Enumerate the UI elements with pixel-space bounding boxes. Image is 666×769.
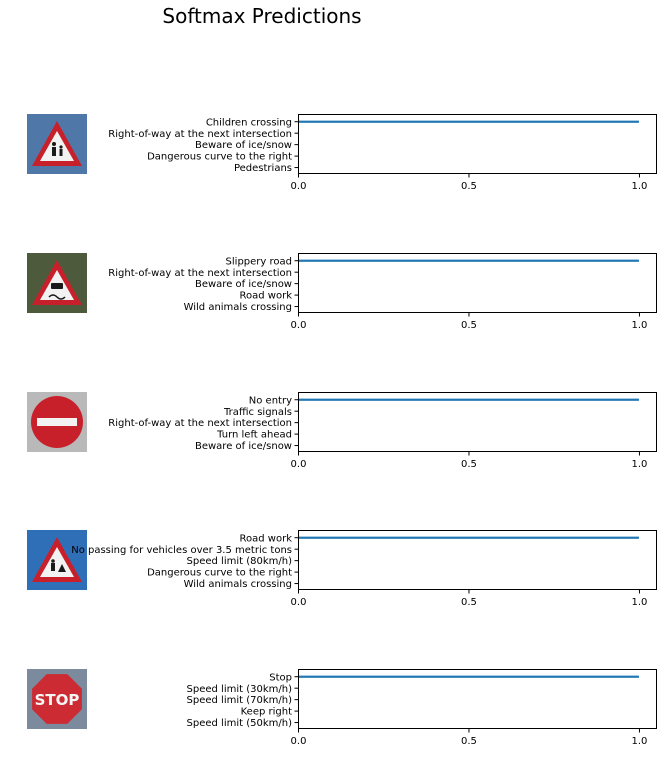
- x-tick-label: 0.0: [291, 320, 307, 331]
- axes-frame: [298, 253, 657, 313]
- category-label: Keep right: [241, 707, 292, 718]
- category-label: Slippery road: [226, 256, 292, 267]
- x-tick-label: 1.0: [631, 320, 647, 331]
- road-work-sign-icon: [27, 530, 87, 590]
- x-tick-label: 1.0: [631, 597, 647, 608]
- category-label: Wild animals crossing: [184, 302, 292, 313]
- slippery-road-sign-icon: [27, 253, 87, 313]
- x-tick-label: 1.0: [631, 459, 647, 470]
- axes-frame: [298, 114, 657, 174]
- category-label: Road work: [240, 291, 293, 302]
- category-label: Beware of ice/snow: [195, 140, 292, 151]
- axes-frame: [298, 530, 657, 590]
- prediction-panel: Road work No passing for vehicles over 3.…: [0, 530, 666, 630]
- prediction-panel: STOP Stop Speed limit (30km/h) Speed limit …: [0, 669, 666, 769]
- probability-bar: [298, 398, 639, 401]
- prediction-panel: No entry Traffic signals Right-of-way at t…: [0, 392, 666, 492]
- figure-title: Softmax Predictions: [162, 4, 362, 28]
- prediction-panel: Children crossing Right-of-way at the nex…: [0, 114, 666, 214]
- probability-bar: [298, 536, 639, 539]
- stop-sign-text: STOP: [35, 691, 80, 709]
- category-label: Children crossing: [206, 117, 292, 128]
- category-label: Pedestrians: [234, 163, 292, 174]
- category-label: Beware of ice/snow: [195, 441, 292, 452]
- axes-frame: [298, 392, 657, 452]
- category-label: Stop: [269, 672, 292, 683]
- category-label: Dangerous curve to the right: [147, 152, 292, 163]
- category-label: Beware of ice/snow: [195, 279, 292, 290]
- category-label: Road work: [240, 533, 293, 544]
- x-tick-label: 0.0: [291, 181, 307, 192]
- no-entry-sign-icon: [27, 392, 87, 452]
- category-label: Speed limit (30km/h): [187, 684, 293, 695]
- x-tick-label: 0.0: [291, 597, 307, 608]
- category-label: Turn left ahead: [216, 430, 292, 441]
- probability-bar: [298, 675, 639, 678]
- children-crossing-sign-icon: [27, 114, 87, 174]
- x-tick-label: 0.5: [461, 597, 477, 608]
- axes-frame: [298, 669, 657, 729]
- category-label: Wild animals crossing: [184, 579, 292, 590]
- probability-bar: [298, 120, 639, 123]
- prediction-panel: Slippery road Right-of-way at the next in…: [0, 253, 666, 353]
- x-tick-label: 0.0: [291, 459, 307, 470]
- x-tick-label: 1.0: [631, 736, 647, 747]
- probability-bar: [298, 259, 639, 262]
- category-label: Speed limit (70km/h): [187, 695, 293, 706]
- category-label: Speed limit (80km/h): [187, 556, 293, 567]
- category-label: Right-of-way at the next intersection: [108, 129, 292, 140]
- category-label: Right-of-way at the next intersection: [108, 268, 292, 279]
- category-label: No entry: [249, 395, 292, 406]
- x-tick-label: 0.5: [461, 320, 477, 331]
- x-tick-label: 0.5: [461, 459, 477, 470]
- x-tick-label: 0.5: [461, 181, 477, 192]
- stop-sign-icon: STOP: [27, 669, 87, 729]
- category-label: Dangerous curve to the right: [147, 568, 292, 579]
- x-tick-label: 1.0: [631, 181, 647, 192]
- x-tick-label: 0.0: [291, 736, 307, 747]
- category-label: Traffic signals: [223, 407, 292, 418]
- category-label: No passing for vehicles over 3.5 metric …: [71, 545, 292, 556]
- x-tick-label: 0.5: [461, 736, 477, 747]
- category-label: Speed limit (50km/h): [187, 718, 293, 729]
- category-label: Right-of-way at the next intersection: [108, 418, 292, 429]
